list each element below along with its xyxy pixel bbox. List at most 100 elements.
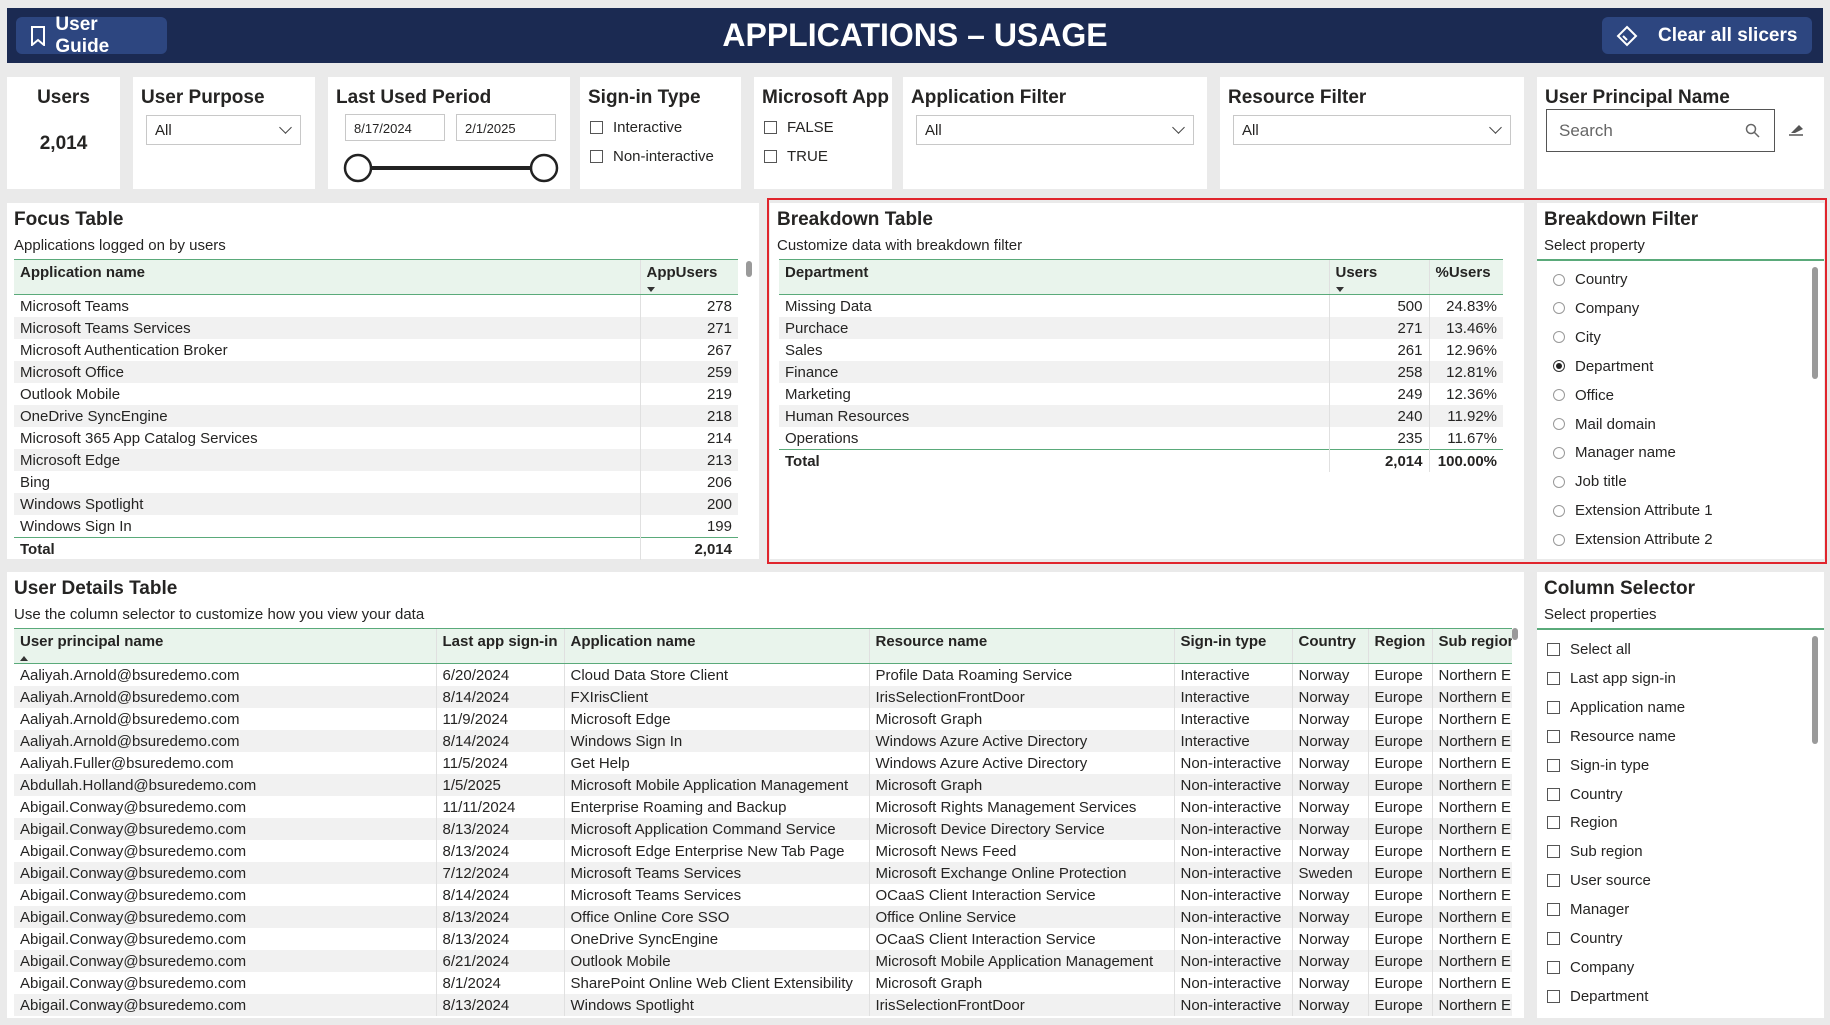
table-cell: Europe: [1367, 972, 1432, 994]
panel-title: Breakdown Table: [777, 209, 933, 230]
dropdown[interactable]: All: [146, 115, 301, 145]
checkbox[interactable]: [1547, 932, 1560, 945]
checkbox[interactable]: [1547, 700, 1560, 714]
table-cell: Abigail.Conway@bsuredemo.com: [14, 906, 436, 928]
radio[interactable]: [1553, 273, 1565, 286]
checkbox-option[interactable]: Country: [1547, 786, 1623, 803]
column-header[interactable]: Last app sign-in: [435, 628, 564, 664]
checkbox-option[interactable]: Company: [1547, 959, 1634, 976]
checkbox[interactable]: [764, 150, 777, 163]
checkbox-option[interactable]: Manager: [1547, 901, 1629, 918]
column-header[interactable]: User principal name: [14, 628, 436, 664]
checkbox-option[interactable]: Resource name: [1547, 728, 1676, 745]
checkbox-option[interactable]: User source: [1547, 872, 1651, 889]
radio-option[interactable]: Extension Attribute 2: [1553, 531, 1713, 548]
radio-option[interactable]: City: [1553, 329, 1601, 346]
scrollbar[interactable]: [1812, 636, 1818, 744]
date-range-slider[interactable]: [343, 151, 559, 185]
radio[interactable]: [1553, 389, 1565, 402]
checkbox-option[interactable]: Application name: [1547, 699, 1685, 716]
column-header[interactable]: Application name: [14, 259, 640, 295]
checkbox-option[interactable]: Department: [1547, 988, 1648, 1005]
table-row: Microsoft Office 259: [14, 361, 738, 383]
checkbox[interactable]: [764, 121, 777, 134]
clear-slicers-button[interactable]: Clear all slicers: [1602, 17, 1812, 54]
slider-handle[interactable]: [343, 153, 373, 183]
scrollbar[interactable]: [1512, 628, 1518, 640]
column-header[interactable]: Country: [1291, 628, 1368, 664]
table-row: Operations 235 11.67%: [779, 427, 1503, 450]
checkbox[interactable]: [1547, 845, 1560, 859]
eraser-icon[interactable]: [1787, 119, 1807, 139]
radio-option[interactable]: Department: [1553, 358, 1653, 375]
column-header[interactable]: Sub region: [1431, 628, 1512, 664]
total-cell: 100.00%: [1428, 449, 1503, 472]
checkbox-option[interactable]: Non-interactive: [590, 148, 714, 165]
table-cell: Abigail.Conway@bsuredemo.com: [20, 886, 247, 904]
checkbox-option[interactable]: Region: [1547, 814, 1618, 831]
checkbox-option[interactable]: Sub region: [1547, 843, 1643, 860]
table-cell: Aaliyah.Arnold@bsuredemo.com: [20, 710, 240, 728]
table-row: Abigail.Conway@bsuredemo.com 8/13/2024 One…: [14, 928, 1512, 950]
column-header[interactable]: Region: [1367, 628, 1432, 664]
date-start[interactable]: 8/17/2024: [345, 114, 445, 141]
radio[interactable]: [1553, 360, 1565, 373]
checkbox[interactable]: [1547, 989, 1560, 1003]
checkbox[interactable]: [590, 150, 603, 163]
dropdown[interactable]: All: [916, 115, 1194, 145]
radio[interactable]: [1553, 446, 1565, 459]
scrollbar[interactable]: [746, 261, 752, 277]
column-header[interactable]: Users: [1328, 259, 1429, 295]
dropdown[interactable]: All: [1233, 115, 1511, 145]
slider-handle[interactable]: [529, 153, 559, 183]
checkbox[interactable]: [590, 121, 603, 134]
column-header[interactable]: Application name: [563, 628, 869, 664]
radio-option[interactable]: Country: [1553, 271, 1628, 288]
table-row: Windows Sign In 199: [14, 515, 738, 538]
column-header[interactable]: Resource name: [868, 628, 1174, 664]
user-guide-button[interactable]: User Guide: [16, 14, 167, 57]
radio-option[interactable]: Company: [1553, 300, 1639, 317]
radio[interactable]: [1553, 475, 1565, 488]
checkbox-option[interactable]: FALSE: [764, 119, 834, 136]
radio-option[interactable]: Job title: [1553, 473, 1627, 490]
checkbox[interactable]: [1547, 643, 1560, 656]
radio-option[interactable]: Mail domain: [1553, 416, 1656, 433]
checkbox-option[interactable]: Select all: [1547, 641, 1631, 658]
checkbox-option[interactable]: Interactive: [590, 119, 682, 136]
column-header[interactable]: AppUsers: [639, 259, 738, 295]
checkbox[interactable]: [1547, 960, 1560, 974]
radio-option[interactable]: Office: [1553, 387, 1614, 404]
table-row: Outlook Mobile 219: [14, 383, 738, 405]
checkbox-option[interactable]: Country: [1547, 930, 1623, 947]
checkbox[interactable]: [1547, 787, 1560, 801]
checkbox[interactable]: [1547, 671, 1560, 685]
radio[interactable]: [1553, 331, 1565, 344]
column-header[interactable]: Department: [779, 259, 1329, 295]
search-box[interactable]: Search: [1546, 109, 1775, 152]
radio[interactable]: [1553, 418, 1565, 430]
date-end[interactable]: 2/1/2025: [456, 114, 556, 141]
checkbox[interactable]: [1547, 874, 1560, 888]
checkbox[interactable]: [1547, 903, 1560, 917]
checkbox-option[interactable]: TRUE: [764, 148, 828, 165]
column-header[interactable]: Sign-in type: [1173, 628, 1292, 664]
radio-option[interactable]: Extension Attribute 1: [1553, 502, 1713, 519]
column-header[interactable]: %Users: [1428, 259, 1503, 295]
scrollbar[interactable]: [1812, 267, 1818, 379]
checkbox[interactable]: [1547, 816, 1560, 830]
checkbox-option[interactable]: Last app sign-in: [1547, 670, 1676, 687]
radio[interactable]: [1553, 533, 1565, 546]
table-row: Windows Spotlight 200: [14, 493, 738, 515]
checkbox[interactable]: [1547, 729, 1560, 743]
table-cell: Non-interactive: [1173, 774, 1292, 796]
radio[interactable]: [1553, 504, 1565, 517]
checkbox[interactable]: [1547, 758, 1560, 772]
table-cell: Northern Europe: [1431, 972, 1512, 994]
option-label: Region: [1570, 814, 1618, 832]
checkbox-option[interactable]: Sign-in type: [1547, 757, 1649, 774]
table-cell: Norway: [1291, 774, 1368, 796]
radio-option[interactable]: Manager name: [1553, 444, 1676, 461]
radio[interactable]: [1553, 302, 1565, 315]
table-cell: Outlook Mobile: [563, 950, 869, 972]
